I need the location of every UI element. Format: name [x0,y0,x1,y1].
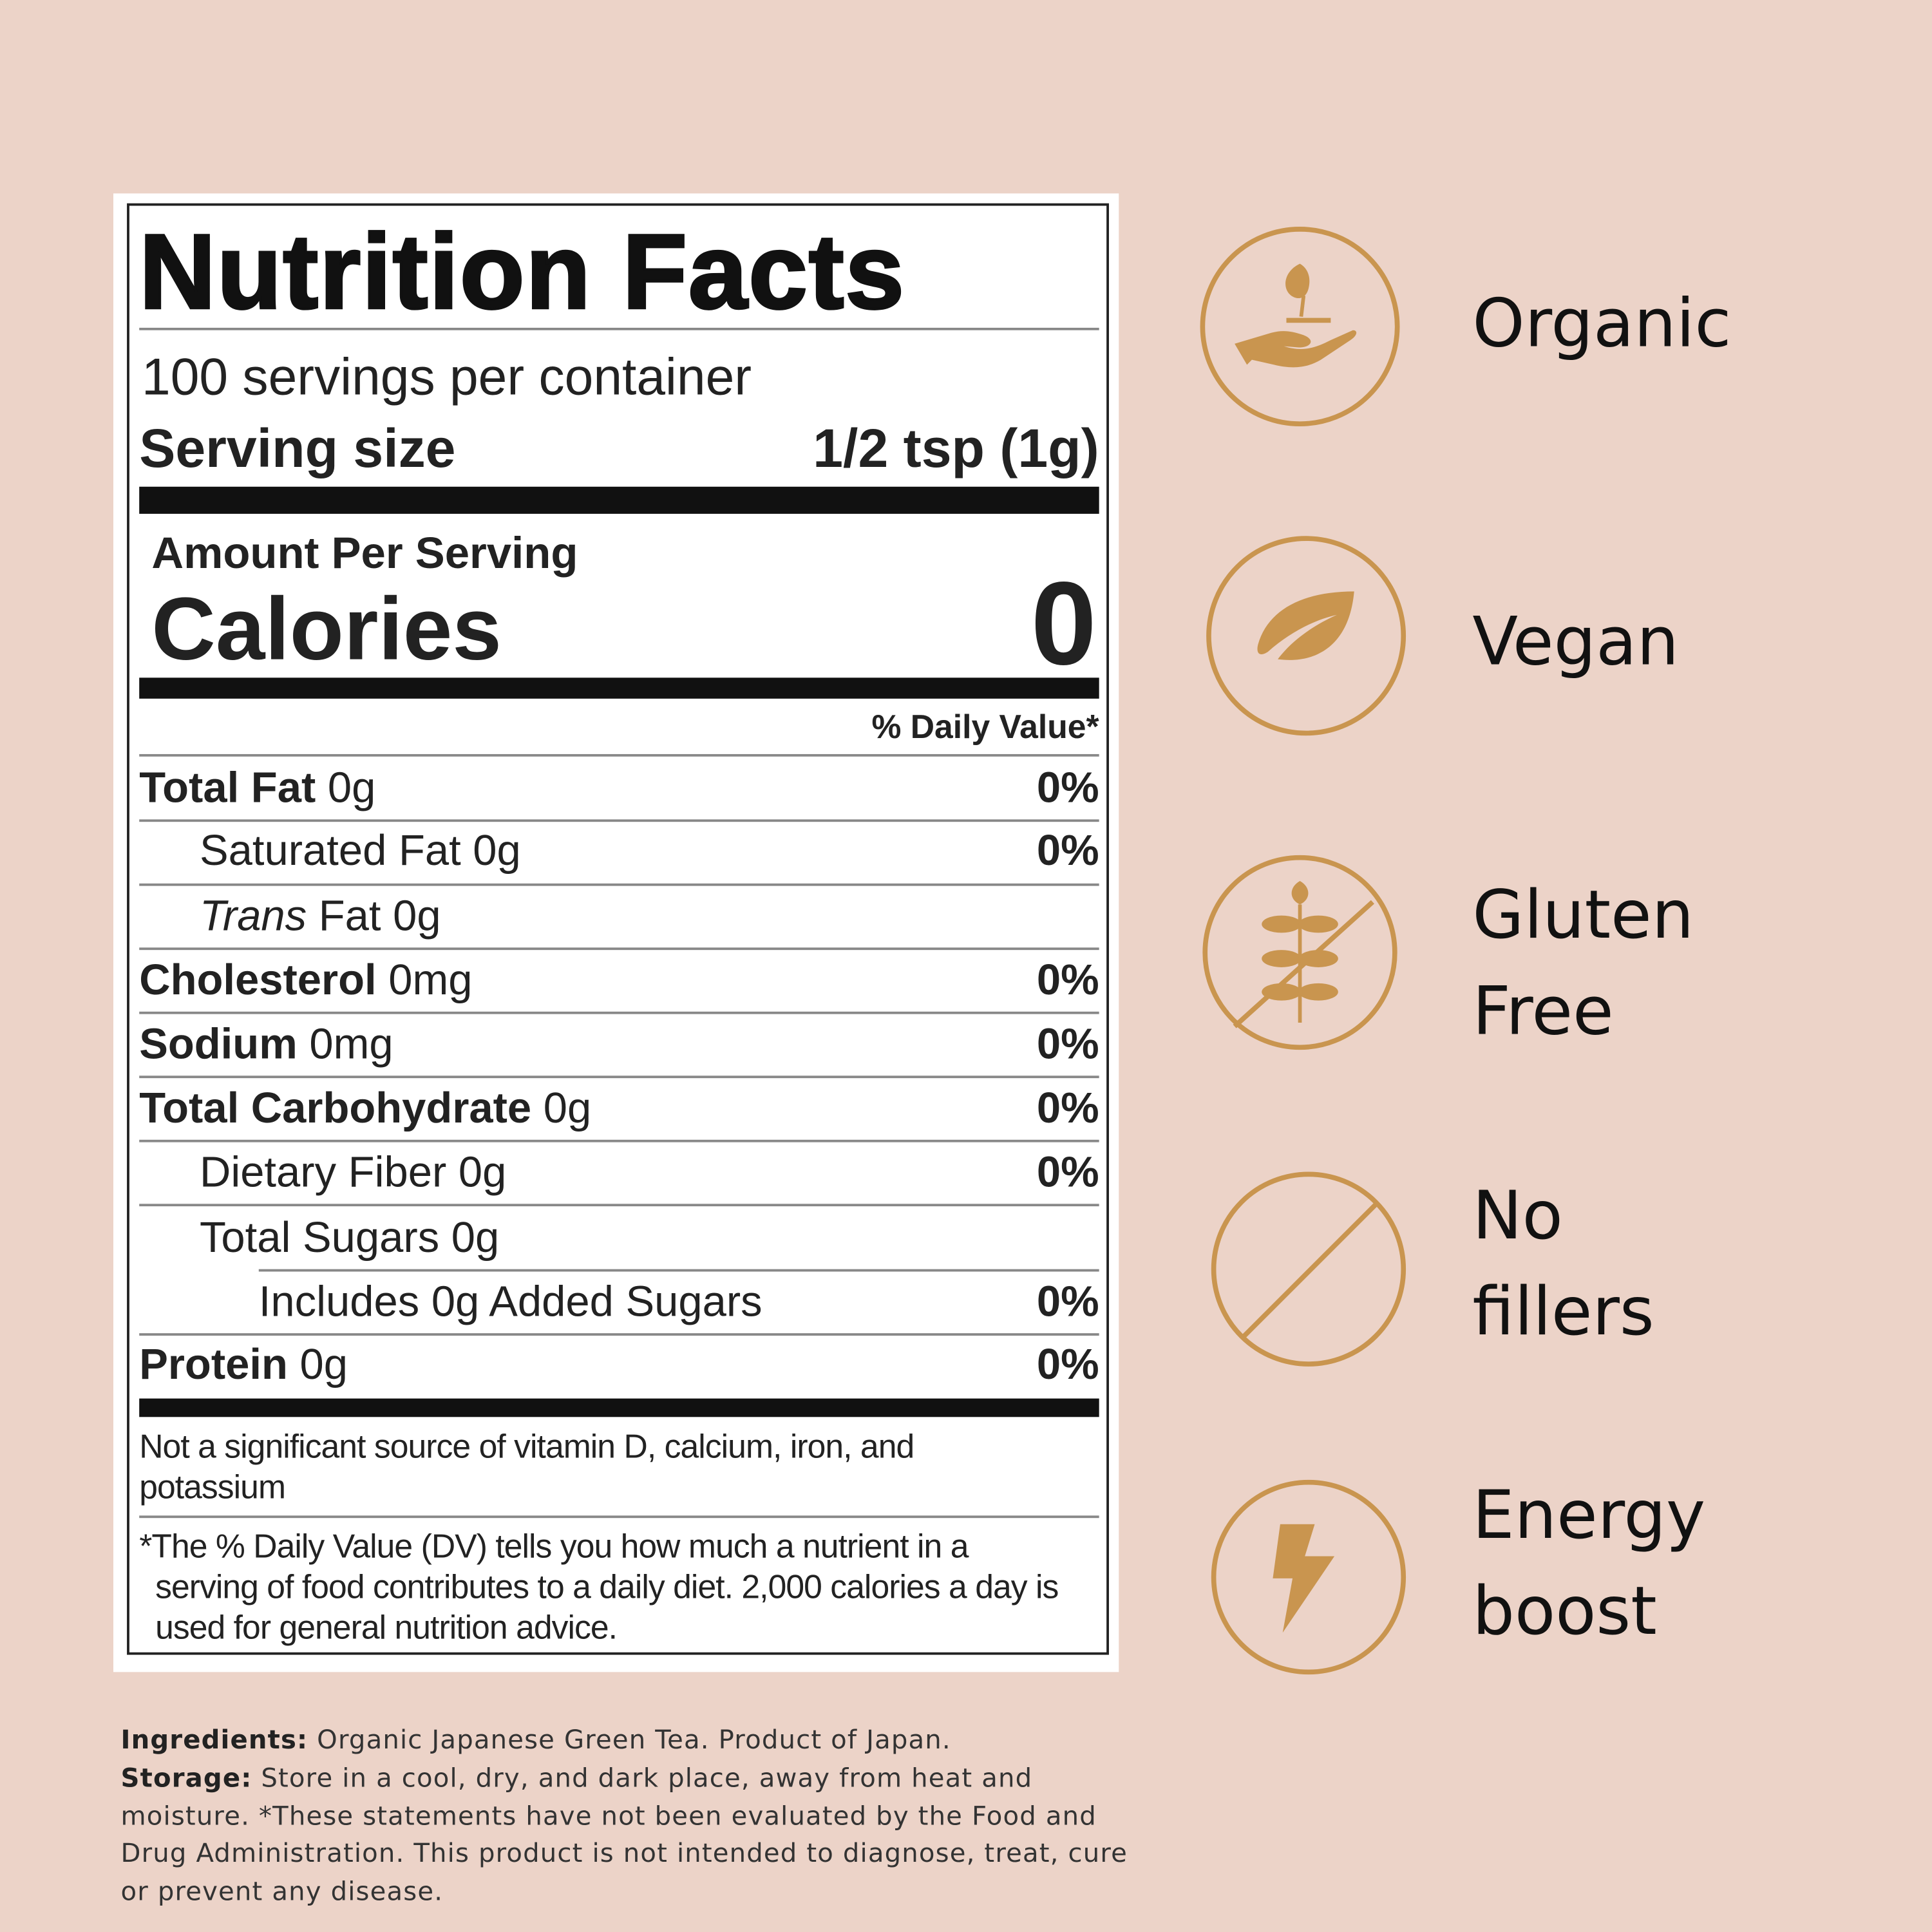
feature-gluten-free: Gluten Free [1472,876,1694,1050]
lightning-icon [1211,1479,1406,1675]
feature-energy-boost: Energy boost [1472,1476,1706,1650]
daily-value-footnote: *The % Daily Value (DV) tells you how mu… [139,1528,1059,1647]
storage-label: Storage: [120,1763,252,1793]
no-wheat-icon [1202,855,1397,1050]
thick-divider [139,1398,1099,1417]
serving-size-label: Serving size [139,419,456,480]
no-symbol-icon [1211,1171,1406,1367]
hand-sprout-icon [1200,227,1400,427]
nutrient-row: Trans Fat 0g [199,892,441,940]
nutrition-label-border [127,203,1109,1655]
divider [139,327,1099,330]
divider [139,753,1099,757]
thick-divider [139,486,1099,514]
calories-value: 0 [1030,558,1097,690]
ingredients-label: Ingredients: [120,1725,308,1755]
leaf-icon [1206,536,1406,736]
nutrition-label [113,193,1119,1672]
servings-per-container: 100 servings per container [142,347,752,406]
ingredients-storage-text: Ingredients: Organic Japanese Green Tea.… [120,1725,1128,1907]
nutrient-row: Dietary Fiber 0g 0% [199,1148,1099,1197]
feature-no-fillers: No fillers [1472,1177,1654,1350]
nutrient-row: Sodium 0mg 0% [139,1020,1099,1068]
amount-per-serving: Amount Per Serving [151,527,578,578]
nutrient-row: Cholesterol 0mg 0% [139,956,1099,1005]
nutrition-title: Nutrition Facts [138,212,905,333]
feature-vegan: Vegan [1472,602,1680,681]
nutrient-row: Total Carbohydrate 0g 0% [139,1084,1099,1133]
vitamin-footnote: Not a significant source of vitamin D, c… [139,1428,914,1506]
calories-label: Calories [151,580,502,679]
nutrient-row: Total Fat 0g 0% [139,764,1099,812]
nutrient-row: Saturated Fat 0g 0% [199,826,1099,875]
serving-size-value: 1/2 tsp (1g) [813,419,1099,480]
nutrient-row: Protein 0g 0% [139,1340,1099,1389]
feature-organic: Organic [1472,284,1732,363]
thick-divider [139,677,1099,699]
nutrient-row: Includes 0g Added Sugars 0% [258,1278,1099,1326]
daily-value-header: % Daily Value* [871,708,1099,746]
nutrient-row: Total Sugars 0g [199,1213,500,1262]
